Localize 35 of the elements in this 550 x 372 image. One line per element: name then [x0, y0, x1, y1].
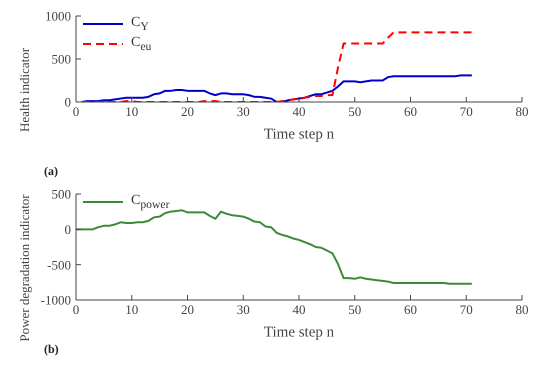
y-tick-label: 500: [52, 186, 71, 202]
legend-label: C$_{power}$: [131, 193, 170, 211]
x-axis-title: Time step n: [264, 324, 335, 341]
x-tick-label: 30: [236, 104, 250, 120]
y-tick-label: 0: [64, 94, 71, 110]
x-tick-label: 50: [348, 104, 362, 120]
y-axis-title: Health indicator: [17, 48, 33, 132]
text: (a): [44, 164, 58, 179]
x-tick-label: 20: [181, 104, 194, 120]
x-tick-label: 50: [348, 302, 362, 318]
y-tick-label: 0: [64, 222, 71, 237]
y-tick-label: 500: [52, 52, 71, 67]
y-tick-label: -1000: [40, 292, 71, 308]
y-axis-title: Power degradation indicator: [17, 194, 33, 342]
y-tick-label: 1000: [45, 8, 71, 24]
y-tick-label: -500: [47, 257, 71, 272]
x-tick-label: 80: [516, 302, 528, 318]
legend-label: C$_{Y}$: [131, 15, 149, 33]
x-tick-label: 30: [236, 302, 250, 318]
x-tick-label: 70: [460, 104, 473, 120]
x-tick-label: 10: [125, 104, 138, 120]
x-tick-label: 10: [125, 302, 138, 318]
text: (b): [44, 342, 59, 357]
x-tick-label: 80: [516, 104, 528, 120]
x-tick-label: 20: [181, 302, 194, 318]
x-tick-label: 40: [292, 302, 306, 318]
line-series: [80, 31, 473, 102]
x-tick-label: 40: [292, 104, 306, 120]
line-series: [80, 74, 473, 102]
x-tick-label: 70: [460, 302, 473, 318]
x-tick-label: 60: [404, 302, 417, 318]
x-axis-title: Time step n: [264, 126, 335, 143]
x-tick-label: 60: [404, 104, 417, 120]
legend-label: C$_{eu}$: [131, 35, 152, 53]
line-series: [76, 209, 473, 285]
